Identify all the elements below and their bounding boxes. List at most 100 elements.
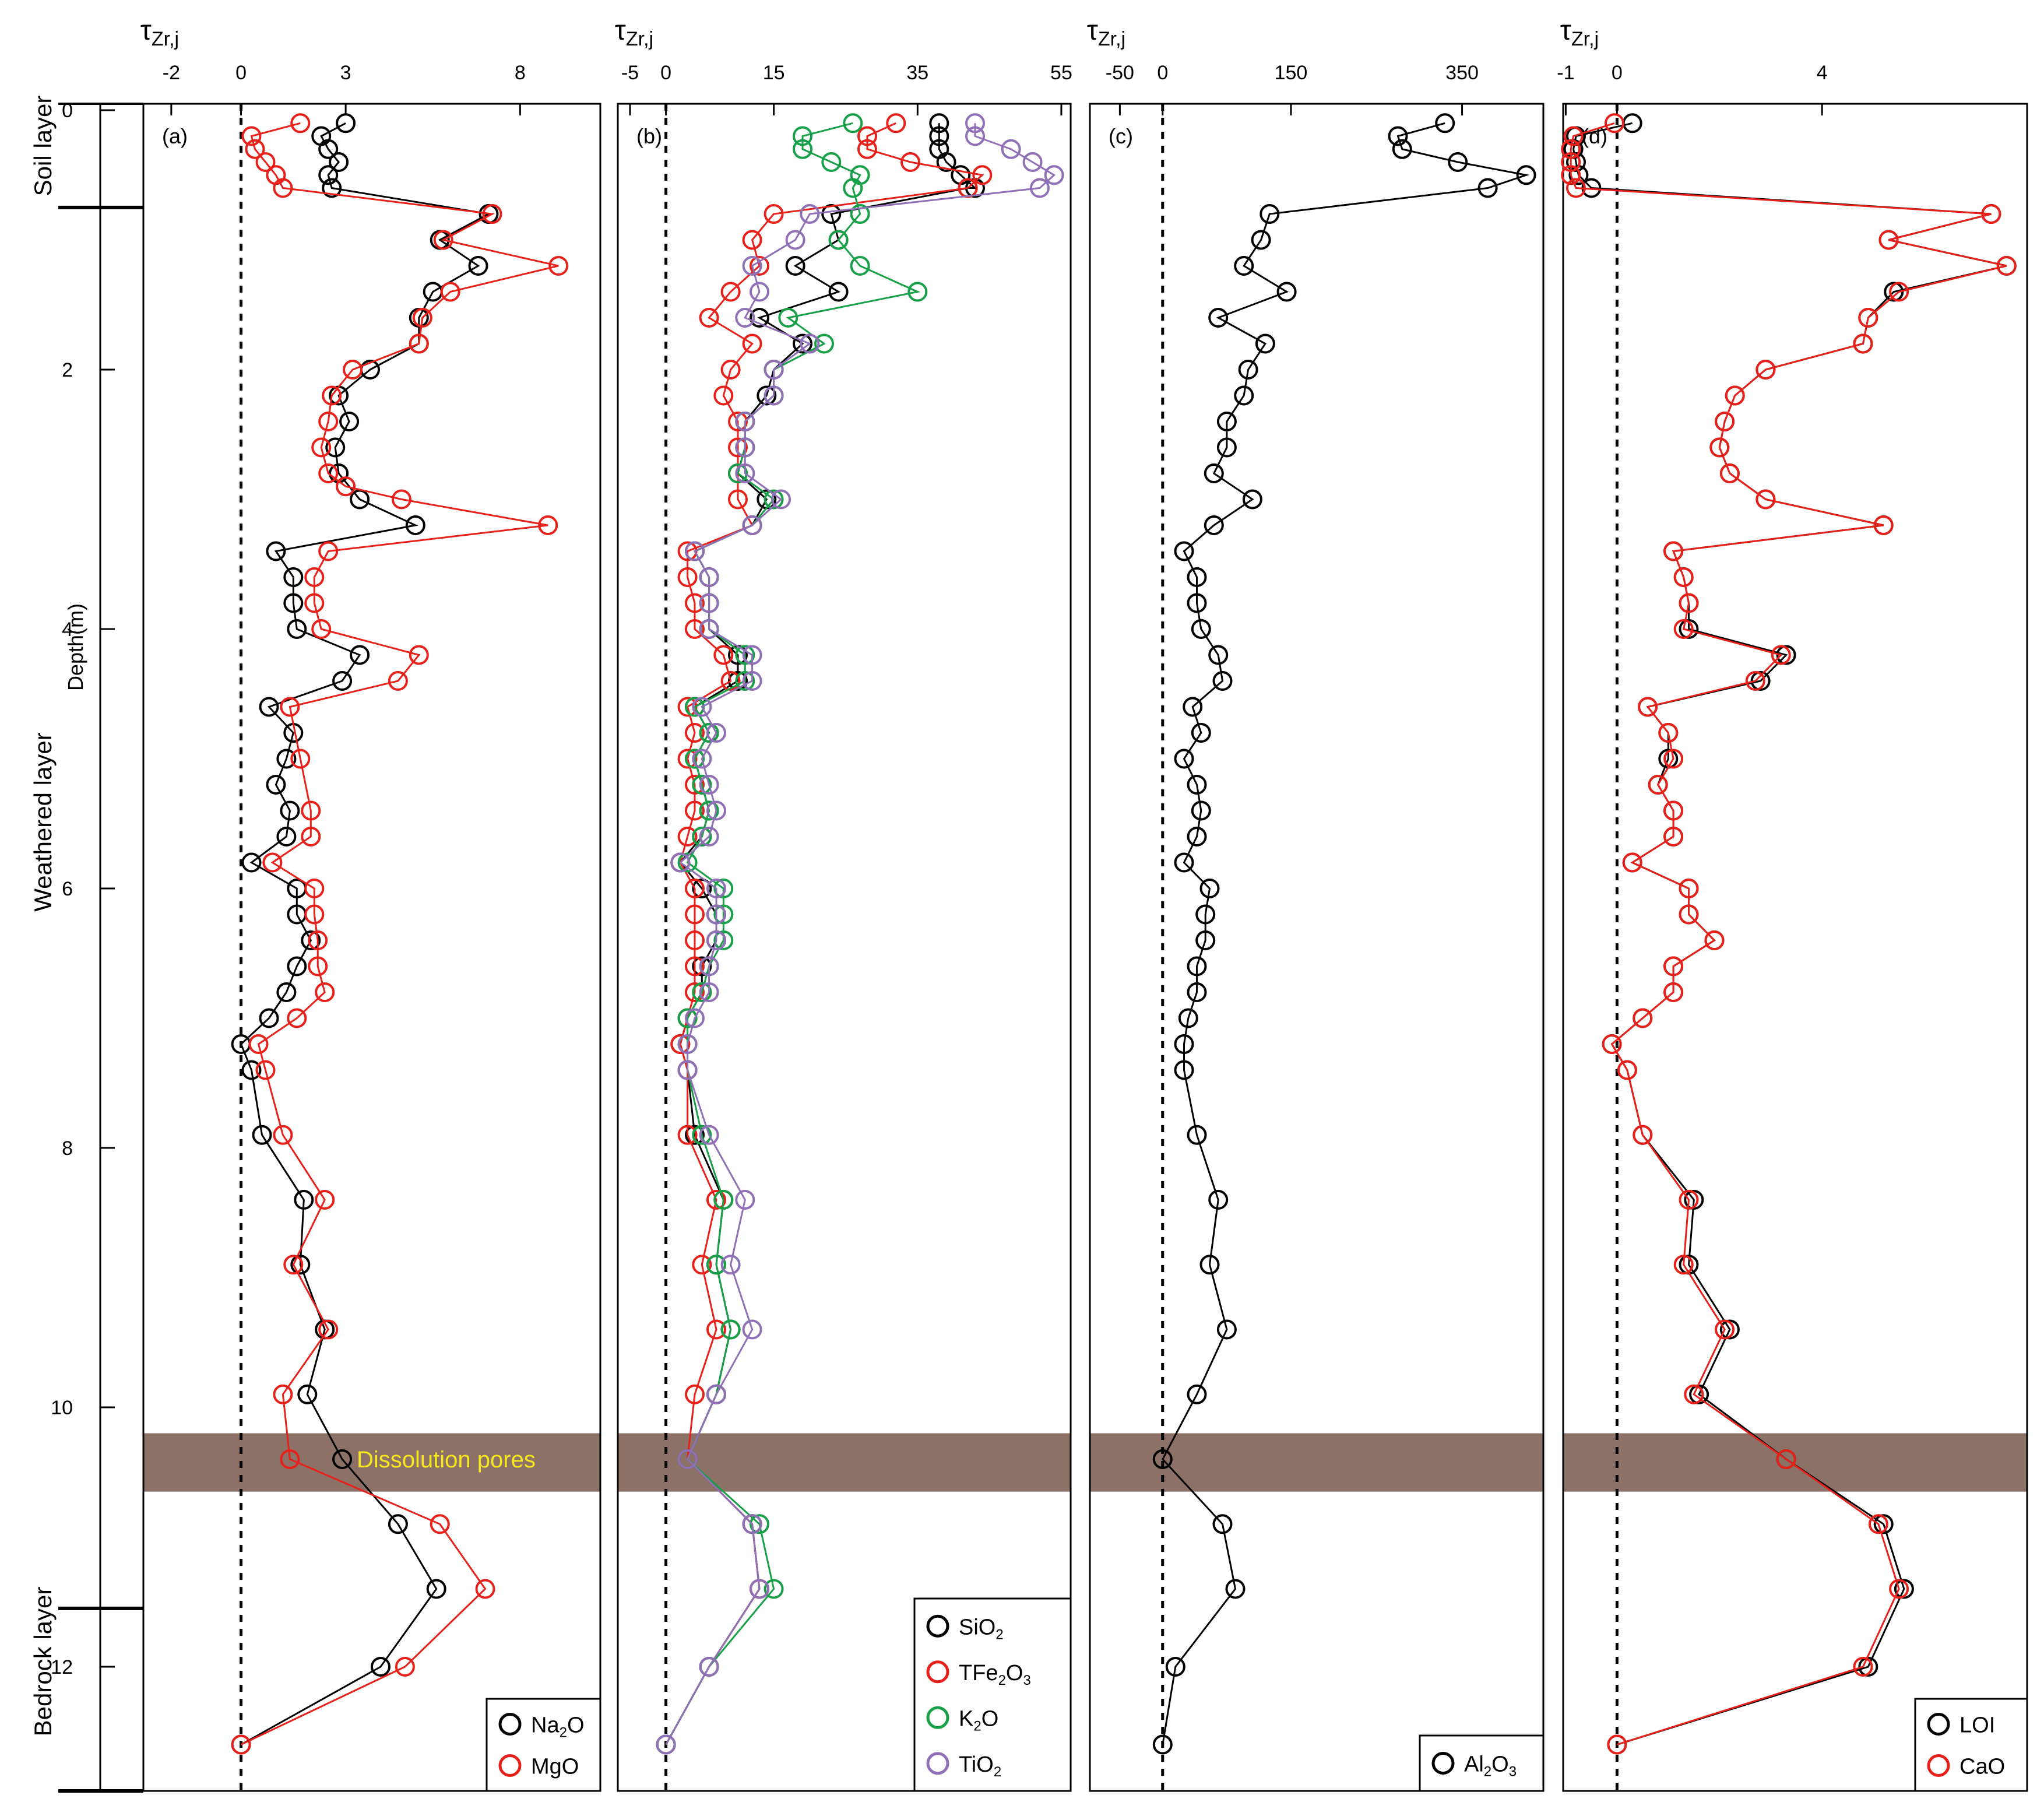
data-point [1679,879,1699,898]
series-loi [1563,113,2017,1755]
data-point [850,256,870,276]
data-point [318,139,339,159]
data-point [1260,204,1280,224]
data-point [685,593,705,613]
data-point [706,1384,726,1404]
data-point [1234,256,1254,276]
data-point [1663,982,1684,1002]
panel-frame [617,103,1072,1792]
data-point [821,152,842,172]
data-point [1679,904,1699,925]
data-point [1745,671,1765,691]
data-point [1152,1449,1173,1469]
data-point [266,775,286,795]
data-point [699,956,719,976]
data-point [706,879,726,898]
data-point [692,697,712,717]
legend-label: K2​O [959,1706,998,1734]
data-point [699,593,719,613]
series-line [1161,122,1530,1745]
data-point [304,879,325,898]
data-point [1873,515,1894,535]
series-ko [656,113,928,1755]
legend: Na2​O MgO [486,1698,601,1792]
data-point [685,982,705,1002]
data-point [301,930,321,950]
dissolution-band [143,1433,600,1492]
x-tick-label: 0 [235,62,247,84]
data-point [350,645,370,665]
series-line [1572,122,2007,1745]
legend-box [1419,1734,1545,1792]
data-point [785,230,805,250]
data-point [685,1384,705,1404]
data-point [482,204,502,224]
data-point [735,671,755,691]
data-point [1187,593,1207,613]
data-point [771,489,791,510]
data-point [1199,1255,1220,1275]
data-point [332,1449,353,1469]
data-point [1725,385,1745,406]
legend-label: TFe2​O3​ [959,1661,1031,1688]
data-point [1388,126,1408,146]
data-point [706,1190,726,1210]
data-point [828,282,849,302]
panel-frame [1562,103,2028,1792]
panel-b: -5 0 15 35 55 τZr,j (b) SiO2​ TFe2​O3​ K2​O TiO2​ [615,15,1072,1792]
data-point [1044,165,1064,185]
data-point [262,852,283,873]
data-point [290,749,311,769]
data-point [318,165,339,185]
data-point [778,308,798,328]
dissolution-band [618,1433,1071,1492]
data-point [793,333,812,354]
data-point [1617,1060,1637,1080]
series-line [1570,122,2007,1745]
data-point [713,904,734,925]
data-point [685,956,705,976]
data-point [713,930,734,950]
data-point [1216,1319,1237,1340]
depth-tick-label: 8 [62,1137,73,1160]
data-point [301,827,321,846]
data-point [1853,1657,1873,1677]
legend-label: MgO [531,1755,579,1779]
data-point [538,515,558,535]
data-point [1022,152,1043,172]
data-point [821,204,842,224]
data-point [677,749,698,769]
data-point [1448,152,1468,172]
data-point [1183,697,1203,717]
data-point [750,308,769,328]
data-point [1152,1734,1173,1755]
legend-marker [926,1752,949,1775]
data-point [677,1449,698,1469]
data-point [1174,852,1194,873]
data-point [750,282,769,302]
data-point [1195,930,1216,950]
data-point [764,204,784,224]
data-point [735,1190,755,1210]
data-point [1251,230,1271,250]
data-point [1755,360,1776,380]
data-point [1719,463,1740,483]
data-point [706,723,726,743]
data-point [1238,360,1258,380]
depth-tick-label: 6 [62,878,73,900]
data-point [750,1514,769,1534]
data-point [395,1657,415,1677]
data-point [1178,1008,1198,1028]
data-point [1638,697,1658,717]
axis-title: τZr,j [140,15,179,50]
legend-marker [926,1614,949,1638]
data-point [1242,489,1262,510]
data-point [1212,671,1233,691]
data-point [1853,333,1873,354]
data-point [283,1255,304,1275]
data-point [1208,308,1229,328]
data-point [764,489,784,510]
legend-label: CaO [1959,1755,2005,1779]
data-point [670,852,691,873]
data-point [315,1190,335,1210]
